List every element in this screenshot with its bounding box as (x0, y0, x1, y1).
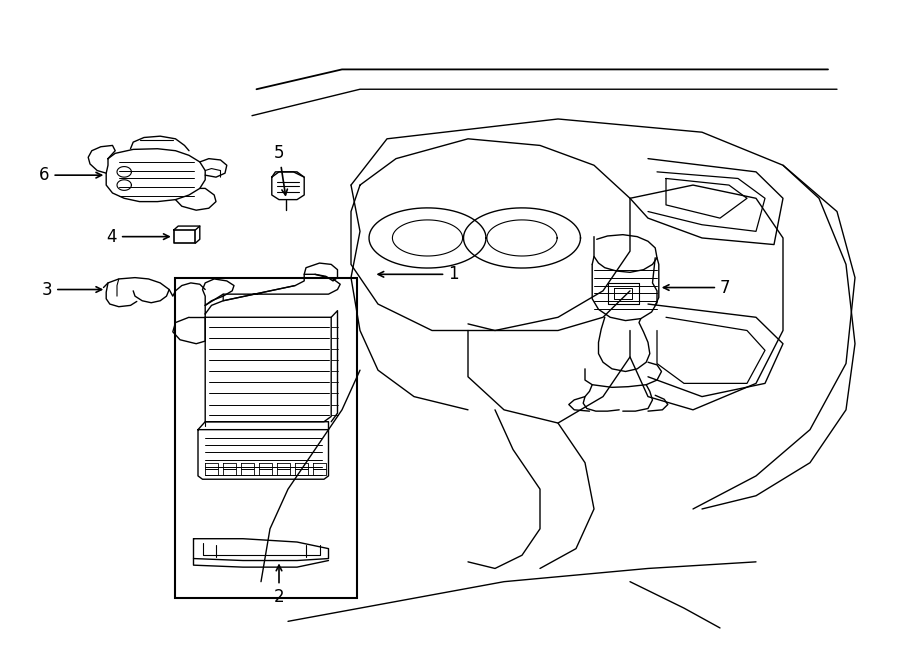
Text: 6: 6 (39, 166, 102, 184)
Text: 1: 1 (378, 265, 459, 284)
Text: 7: 7 (663, 278, 731, 297)
Bar (175, 278, 357, 598)
Text: 3: 3 (41, 280, 102, 299)
Text: 2: 2 (274, 565, 284, 606)
Text: 4: 4 (106, 227, 169, 246)
Text: 5: 5 (274, 144, 287, 195)
